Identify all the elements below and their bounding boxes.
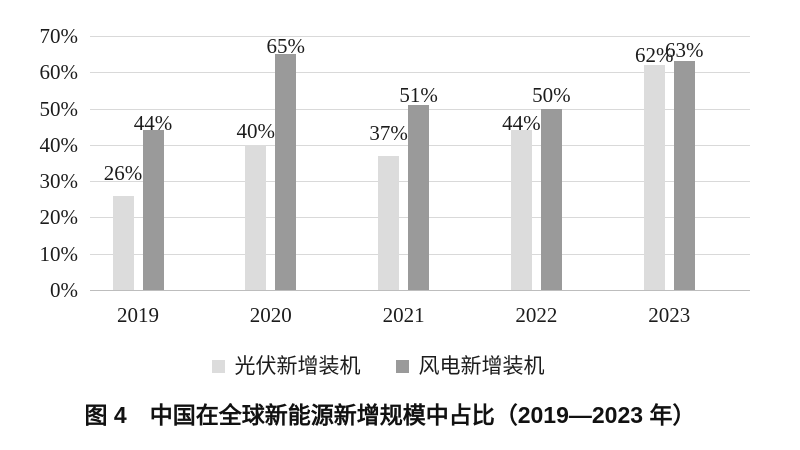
y-axis-tick-label: 10% — [39, 241, 79, 266]
legend-item: 风电新增装机 — [395, 354, 545, 378]
bar — [142, 130, 164, 290]
bar — [673, 61, 695, 290]
bar-value-label: 50% — [532, 82, 571, 107]
legend-item: 光伏新增装机 — [211, 354, 361, 378]
y-axis-tick-label: 70% — [39, 24, 79, 48]
figure-caption: 图 4 中国在全球新能源新增规模中占比（2019—2023 年） — [84, 402, 696, 428]
gridline — [90, 36, 750, 37]
x-axis-line — [90, 290, 750, 291]
bar-value-label: 37% — [369, 120, 408, 145]
x-axis-category-label: 2023 — [648, 303, 691, 327]
bar — [510, 130, 532, 290]
x-axis-category-label: 2021 — [382, 303, 425, 327]
y-axis-tick-label: 40% — [39, 132, 79, 157]
bar — [408, 104, 430, 290]
legend-swatch — [395, 359, 409, 373]
bar — [378, 155, 400, 290]
y-axis-tick-label: 30% — [39, 169, 79, 194]
legend-swatch — [211, 359, 225, 373]
gridline — [90, 72, 750, 74]
bar-value-label: 63% — [664, 38, 704, 63]
y-axis-tick-label: 0% — [50, 278, 78, 302]
bar — [112, 195, 134, 290]
bar-value-label: 26% — [103, 160, 143, 185]
y-axis-tick-label: 20% — [39, 205, 79, 230]
legend: 光伏新增装机 风电新增装机 — [0, 354, 756, 378]
y-axis-tick-label: 60% — [39, 60, 79, 85]
bar-value-label: 62% — [634, 43, 674, 68]
bar — [540, 108, 562, 290]
bar — [643, 65, 665, 290]
bar-value-label: 40% — [236, 118, 276, 143]
legend-label: 光伏新增装机 — [234, 354, 361, 378]
legend-label: 风电新增装机 — [418, 354, 545, 378]
y-axis-tick-label: 50% — [39, 96, 79, 121]
x-axis-category-label: 2022 — [515, 303, 558, 327]
x-axis-category-label: 2019 — [117, 303, 159, 327]
plot-area: 0% 10% 20% 30% 40% 50% 60% 70% 26% 40% 37% 44% 62% 44… — [39, 24, 750, 327]
bar — [275, 54, 297, 290]
bar-value-label: 51% — [399, 82, 438, 107]
x-axis-category-label: 2020 — [249, 303, 292, 327]
bar — [245, 144, 267, 290]
